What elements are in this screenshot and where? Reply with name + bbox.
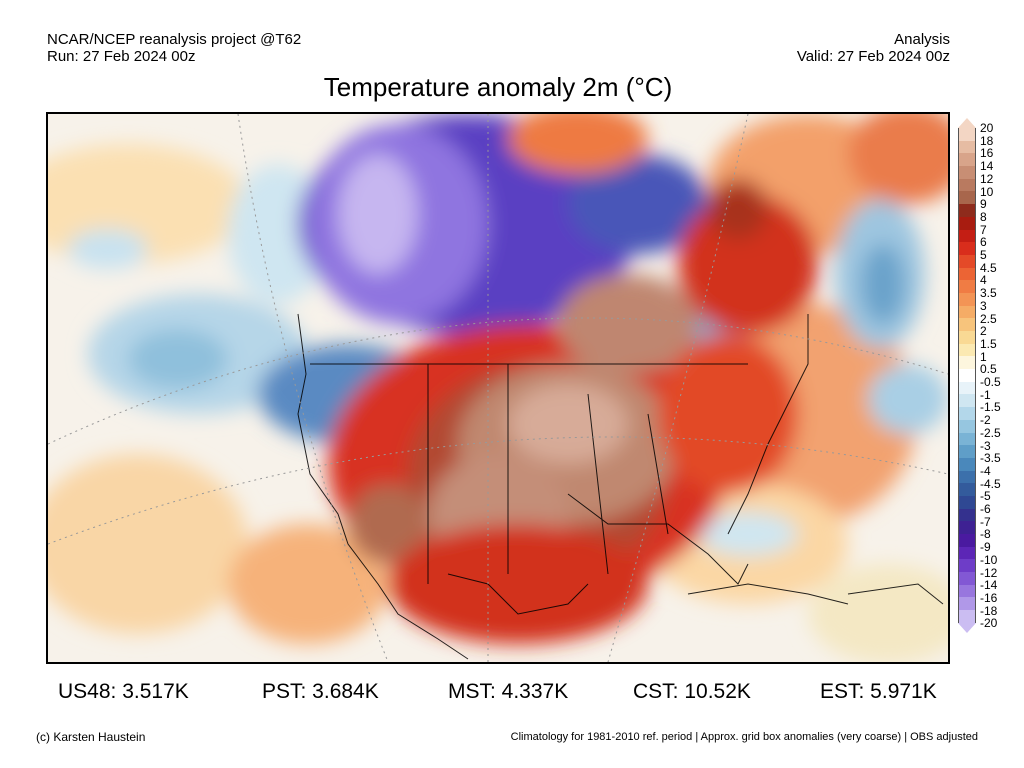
- colorbar-segment: [958, 280, 976, 293]
- credit-label: (c) Karsten Haustein: [36, 730, 146, 744]
- colorbar-segment: [958, 534, 976, 547]
- colorbar-segment: [958, 584, 976, 598]
- colorbar-tick-label: 2: [980, 324, 987, 339]
- colorbar-tick-label: 16: [980, 146, 994, 161]
- colorbar-tick-label: -2.5: [980, 425, 1001, 440]
- analysis-label: Analysis: [894, 31, 950, 48]
- anomaly-map: [46, 112, 950, 664]
- colorbar-tick-label: 5: [980, 248, 987, 262]
- colorbar-segment: [958, 521, 976, 534]
- colorbar-tick-label: -12: [980, 565, 998, 580]
- colorbar-tick-label: 18: [980, 133, 994, 148]
- colorbar-tick-label: -4.5: [980, 476, 1001, 491]
- colorbar-tick-label: -7: [980, 514, 991, 529]
- colorbar-top-arrow: [958, 118, 976, 128]
- colorbar-segment: [958, 597, 976, 611]
- colorbar-segment: [958, 572, 976, 585]
- stat-mst: MST: 4.337K: [448, 680, 569, 703]
- colorbar-tick-label: 10: [980, 184, 994, 199]
- colorbar-tick-label: -20: [980, 616, 998, 631]
- colorbar-segment: [958, 318, 976, 331]
- colorbar-tick-label: -1.5: [980, 400, 1001, 415]
- colorbar-segment: [958, 381, 976, 395]
- colorbar-segment: [958, 457, 976, 471]
- stat-us48: US48: 3.517K: [58, 680, 189, 703]
- colorbar-segment: [958, 242, 976, 255]
- colorbar-segment: [958, 140, 976, 154]
- colorbar-tick-label: -8: [980, 527, 991, 542]
- colorbar-tick-label: 8: [980, 209, 987, 224]
- colorbar-tick-label: -6: [980, 502, 991, 516]
- colorbar-segment: [958, 483, 976, 496]
- colorbar-bottom-arrow: [958, 622, 976, 633]
- colorbar-tick-label: 4.5: [980, 260, 997, 275]
- colorbar-tick-label: -3: [980, 438, 991, 453]
- colorbar-tick-label: 20: [980, 121, 994, 135]
- colorbar-segment: [958, 546, 976, 560]
- colorbar-segment: [958, 191, 976, 205]
- colorbar-tick-label: -5: [980, 489, 991, 504]
- colorbar-segment: [958, 204, 976, 217]
- colorbar-segment: [958, 419, 976, 433]
- stat-pst: PST: 3.684K: [262, 680, 379, 703]
- colorbar-tick-label: -18: [980, 603, 998, 618]
- colorbar-segment: [958, 305, 976, 319]
- colorbar-segment: [958, 229, 976, 243]
- colorbar-tick-label: 9: [980, 197, 987, 212]
- climatology-note: Climatology for 1981-2010 ref. period | …: [510, 731, 978, 743]
- colorbar-segment: [958, 610, 976, 623]
- colorbar-segment: [958, 356, 976, 370]
- colorbar-segment: [958, 292, 976, 306]
- colorbar-tick-label: 7: [980, 222, 987, 237]
- project-label: NCAR/NCEP reanalysis project @T62: [47, 31, 302, 48]
- colorbar-tick-label: 6: [980, 235, 987, 250]
- colorbar-tick-label: 2.5: [980, 311, 997, 326]
- colorbar-tick-label: 1: [980, 349, 987, 364]
- stat-cst: CST: 10.52K: [633, 680, 751, 703]
- colorbar-tick-label: 14: [980, 159, 994, 174]
- colorbar-segment: [958, 508, 976, 522]
- colorbar-segment: [958, 559, 976, 573]
- colorbar-tick-label: -10: [980, 552, 998, 567]
- stat-est: EST: 5.971K: [820, 680, 937, 703]
- colorbar-tick-label: -0.5: [980, 375, 1001, 389]
- colorbar-segment: [958, 407, 976, 420]
- colorbar-segment: [958, 331, 976, 344]
- colorbar-segment: [958, 343, 976, 357]
- colorbar-tick-label: -14: [980, 578, 998, 593]
- colorbar-segment: [958, 178, 976, 192]
- colorbar-tick-label: -1: [980, 387, 991, 402]
- colorbar-tick-label: -3.5: [980, 451, 1001, 466]
- colorbar-segment: [958, 495, 976, 509]
- colorbar-tick-label: 1.5: [980, 336, 997, 351]
- colorbar-segment: [958, 153, 976, 167]
- colorbar-segment: [958, 128, 976, 141]
- colorbar-segment: [958, 254, 976, 268]
- coastlines: [297, 313, 944, 660]
- graticule: [48, 114, 948, 662]
- colorbar-tick-label: 4: [980, 273, 987, 288]
- colorbar-tick-label: 0.5: [980, 362, 997, 377]
- colorbar-segment: [958, 369, 976, 382]
- colorbar-tick-label: -16: [980, 590, 998, 605]
- colorbar-tick-label: 3: [980, 298, 987, 313]
- colorbar-tick-label: -9: [980, 540, 991, 555]
- colorbar-tick-label: -4: [980, 463, 991, 478]
- colorbar-tick-label: 12: [980, 171, 994, 186]
- colorbar-tick-label: 3.5: [980, 286, 997, 301]
- colorbar-segment: [958, 394, 976, 408]
- colorbar-segment: [958, 216, 976, 230]
- colorbar: [958, 118, 976, 633]
- colorbar-tick-label: -2: [980, 413, 991, 428]
- anomaly-map-graphic: [48, 114, 948, 662]
- valid-label: Valid: 27 Feb 2024 00z: [796, 48, 950, 65]
- map-title: Temperature anomaly 2m (°C): [323, 72, 673, 102]
- colorbar-segment: [958, 470, 976, 484]
- colorbar-segment: [958, 432, 976, 446]
- colorbar-segment: [958, 166, 976, 179]
- colorbar-segment: [958, 267, 976, 281]
- run-label: Run: 27 Feb 2024 00z: [47, 48, 196, 65]
- colorbar-segment: [958, 445, 976, 458]
